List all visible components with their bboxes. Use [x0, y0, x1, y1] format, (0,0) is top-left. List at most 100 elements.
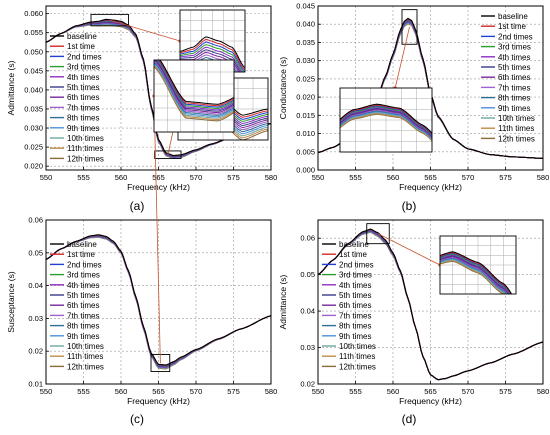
zoom-arrow [394, 26, 410, 89]
y-tick-label: 0.005 [296, 147, 315, 156]
legend-entry: 3rd times [498, 43, 531, 52]
chart-panel-2: 550 555 560 565 570 575 580 0.000 0.005 0.010 0.01… [278, 2, 549, 214]
zoom-region-box [366, 223, 390, 245]
legend-entry: 8th times [67, 114, 99, 123]
legend-entry: 2nd times [339, 260, 374, 269]
inset-series-line-0 [440, 251, 513, 294]
x-tick-label: 565 [424, 387, 437, 396]
series-line-0 [46, 234, 271, 366]
inset-series-line-11 [154, 65, 234, 121]
y-tick-label: 0.010 [296, 129, 315, 138]
legend-entry: baseline [498, 12, 528, 21]
inset-series-group [440, 251, 513, 294]
legend-entry: 1st time [67, 42, 96, 51]
legend-entry: 3rd times [67, 63, 100, 72]
zoom-arrow [377, 233, 441, 266]
inset-frame [439, 235, 517, 295]
inset-series-line-8 [440, 257, 508, 294]
legend-entry: 6th times [339, 301, 371, 310]
x-tick-label: 560 [387, 173, 400, 182]
x-tick-label: 570 [462, 387, 475, 396]
legend-entry: 4th times [67, 281, 99, 290]
legend-entry: 12th times [498, 134, 535, 143]
inset-series-line-10 [440, 259, 507, 294]
legend-entry: 10th times [67, 134, 104, 143]
legend-entry: 7th times [67, 103, 99, 112]
legend-entry: 9th times [67, 332, 99, 341]
x-tick-label: 580 [265, 173, 278, 182]
zoom-inset [339, 87, 433, 153]
legend-entry: 11th times [339, 352, 375, 361]
chart-panel-3: 550 555 560 565 570 575 580 0.01 0.02 0.03 0.04 0.0… [6, 59, 277, 426]
inset-series-line-5 [440, 255, 510, 294]
legend-entry: 11th times [67, 144, 103, 153]
inset-series-line-8 [340, 110, 432, 139]
inset-series-line-4 [180, 46, 243, 72]
zoom-arrow [153, 95, 161, 364]
legend-entry: 7th times [498, 83, 530, 92]
x-tick-label: 550 [40, 173, 53, 182]
x-tick-label: 570 [462, 173, 475, 182]
y-axis-label: Admittance (s) [6, 60, 16, 115]
inset-series-group [340, 103, 432, 142]
chart-panel-1: 550 555 560 565 570 575 580 0.020 0.025 0.030 0.03… [6, 5, 278, 213]
panel-label: (d) [402, 412, 417, 426]
x-axis-label: Frequency (kHz) [127, 182, 190, 192]
y-tick-label: 0.060 [24, 9, 43, 18]
legend-entry: 1st time [498, 22, 527, 31]
inset-series-line-3 [440, 253, 511, 294]
inset-series-line-2 [340, 105, 432, 135]
legend-entry: 6th times [67, 93, 99, 102]
legend-entry: 9th times [339, 332, 371, 341]
legend-entry: 10th times [67, 342, 104, 351]
x-tick-label: 570 [190, 387, 203, 396]
inset-series-line-9 [340, 111, 432, 140]
y-tick-label: 0.02 [300, 380, 315, 389]
legend-entry: 9th times [67, 124, 99, 133]
x-tick-label: 550 [312, 173, 325, 182]
inset-series-line-4 [340, 107, 432, 137]
series-group [46, 234, 271, 370]
x-tick-label: 575 [227, 387, 240, 396]
panel-label: (b) [402, 199, 417, 213]
legend-entry: 9th times [498, 104, 530, 113]
legend-entry: 5th times [498, 63, 530, 72]
y-tick-label: 0.06 [28, 216, 43, 225]
legend-entry: 8th times [498, 94, 530, 103]
x-tick-label: 555 [349, 387, 362, 396]
y-tick-label: 0.01 [28, 380, 43, 389]
legend-entry: 12th times [339, 362, 376, 371]
inset-series-line-0 [159, 60, 234, 105]
inset-frame [153, 59, 235, 133]
y-tick-label: 0.03 [300, 343, 315, 352]
legend-entry: 2nd times [498, 32, 533, 41]
y-tick-label: 0.020 [296, 93, 315, 102]
inset-series-line-12 [440, 260, 505, 294]
x-axis-label: Frequency (kHz) [399, 396, 462, 406]
y-tick-label: 0.055 [24, 28, 43, 37]
zoom-inset [439, 235, 517, 295]
legend-entry: 5th times [339, 291, 371, 300]
x-tick-label: 555 [77, 173, 90, 182]
x-axis-label: Frequency (kHz) [127, 396, 190, 406]
x-tick-label: 560 [387, 387, 400, 396]
legend-entry: 6th times [498, 73, 530, 82]
inset-series-line-11 [340, 112, 432, 141]
inset-series-line-2 [440, 252, 512, 294]
inset-series-line-8 [154, 61, 234, 116]
legend-entry: 11th times [498, 124, 534, 133]
inset-series-line-9 [440, 258, 507, 294]
x-tick-label: 580 [537, 173, 550, 182]
legend-entry: 7th times [67, 311, 99, 320]
inset-series-line-11 [440, 260, 506, 294]
y-axis-label: Admittance (s) [278, 274, 288, 329]
x-tick-label: 555 [77, 387, 90, 396]
legend-entry: 6th times [67, 301, 99, 310]
legend-entry: 12th times [67, 154, 104, 163]
y-tick-label: 0.035 [296, 38, 315, 47]
plot-frame [317, 5, 544, 171]
inset-series-line-12 [340, 113, 432, 142]
